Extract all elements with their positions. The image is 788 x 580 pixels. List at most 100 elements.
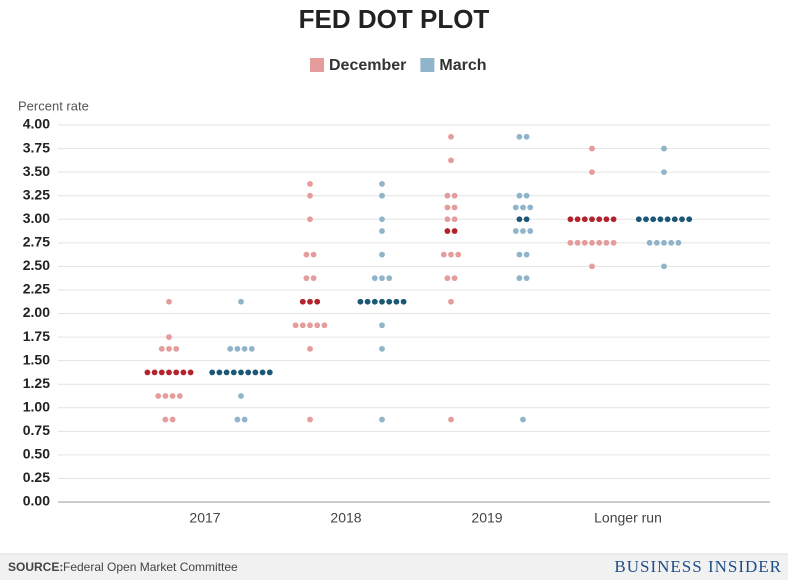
dot xyxy=(527,228,534,234)
y-tick-label: 1.25 xyxy=(23,375,50,391)
dot xyxy=(307,345,313,352)
dot xyxy=(523,216,530,223)
dot xyxy=(444,275,451,282)
x-tick-label: 2017 xyxy=(189,510,220,526)
dot xyxy=(444,204,451,211)
y-tick-label: 0.00 xyxy=(23,493,50,509)
y-axis-label: Percent rate xyxy=(18,98,89,113)
legend-swatch xyxy=(310,58,324,72)
brand: BUSINESS INSIDER xyxy=(614,557,782,576)
dot xyxy=(574,216,581,223)
y-tick-label: 3.00 xyxy=(23,210,50,226)
x-tick-label: 2019 xyxy=(471,510,502,526)
dot xyxy=(371,275,378,282)
dot xyxy=(169,393,176,399)
dot xyxy=(310,275,317,282)
x-tick-label: Longer run xyxy=(594,510,662,526)
dot xyxy=(386,298,393,305)
dot xyxy=(451,228,458,234)
dot xyxy=(448,416,454,423)
legend-label: March xyxy=(439,57,486,74)
dot xyxy=(567,216,574,223)
dot xyxy=(451,216,458,223)
dot xyxy=(234,416,241,423)
dot xyxy=(581,239,588,246)
dot xyxy=(520,416,526,423)
dot xyxy=(574,239,581,246)
dot xyxy=(516,133,523,140)
dot xyxy=(451,275,458,282)
dot xyxy=(169,416,176,423)
dot xyxy=(596,216,603,223)
dot xyxy=(166,369,172,376)
y-tick-label: 3.25 xyxy=(23,186,50,202)
y-tick-label: 0.25 xyxy=(23,469,50,485)
dot xyxy=(379,228,385,234)
dot xyxy=(668,239,675,246)
y-tick-label: 0.50 xyxy=(23,446,50,462)
dot xyxy=(589,239,595,246)
dot xyxy=(379,192,385,199)
dot xyxy=(603,216,610,223)
dot xyxy=(166,298,172,305)
x-tick-label: 2018 xyxy=(330,510,361,526)
source-label: SOURCE: xyxy=(8,560,63,574)
dot xyxy=(234,345,241,352)
dot xyxy=(379,322,385,329)
dot xyxy=(393,298,400,305)
dot xyxy=(661,263,667,270)
dot xyxy=(379,345,385,352)
dot xyxy=(527,204,534,211)
dot xyxy=(520,228,526,234)
dot xyxy=(523,192,530,199)
dot xyxy=(314,322,321,329)
dot xyxy=(516,192,523,199)
y-tick-label: 2.00 xyxy=(23,304,50,320)
dot xyxy=(173,345,180,352)
dot xyxy=(245,369,252,376)
source: Federal Open Market Committee xyxy=(63,560,238,574)
dot xyxy=(292,322,299,329)
dot xyxy=(448,298,454,305)
dot xyxy=(379,416,385,423)
dot xyxy=(643,216,649,223)
dot xyxy=(357,298,364,305)
dot xyxy=(307,322,313,329)
dot xyxy=(679,216,685,223)
dot xyxy=(451,204,458,211)
dot xyxy=(321,322,328,329)
dot xyxy=(216,369,223,376)
dot xyxy=(512,228,519,234)
dot xyxy=(603,239,610,246)
y-tick-label: 2.75 xyxy=(23,234,50,250)
dot xyxy=(187,369,194,376)
dot xyxy=(166,334,172,340)
dot xyxy=(440,251,447,258)
dot xyxy=(686,216,693,223)
dot xyxy=(589,169,595,176)
dot xyxy=(671,216,678,223)
dot xyxy=(223,369,230,376)
dot xyxy=(299,298,306,305)
dot xyxy=(307,416,313,423)
y-tick-label: 4.00 xyxy=(23,116,50,132)
dot xyxy=(650,216,657,223)
legend-label: December xyxy=(329,57,406,74)
dot xyxy=(444,192,451,199)
dot xyxy=(238,298,244,305)
dot xyxy=(144,369,151,376)
dot xyxy=(448,251,454,258)
dot xyxy=(176,393,183,399)
y-tick-label: 1.00 xyxy=(23,398,50,414)
dot xyxy=(610,239,617,246)
dot xyxy=(448,133,454,140)
dot xyxy=(238,393,244,399)
dot xyxy=(310,251,317,258)
dot xyxy=(646,239,653,246)
dot xyxy=(661,239,667,246)
dot xyxy=(180,369,187,376)
dot xyxy=(162,416,169,423)
dot xyxy=(307,181,313,187)
dot xyxy=(516,275,523,282)
